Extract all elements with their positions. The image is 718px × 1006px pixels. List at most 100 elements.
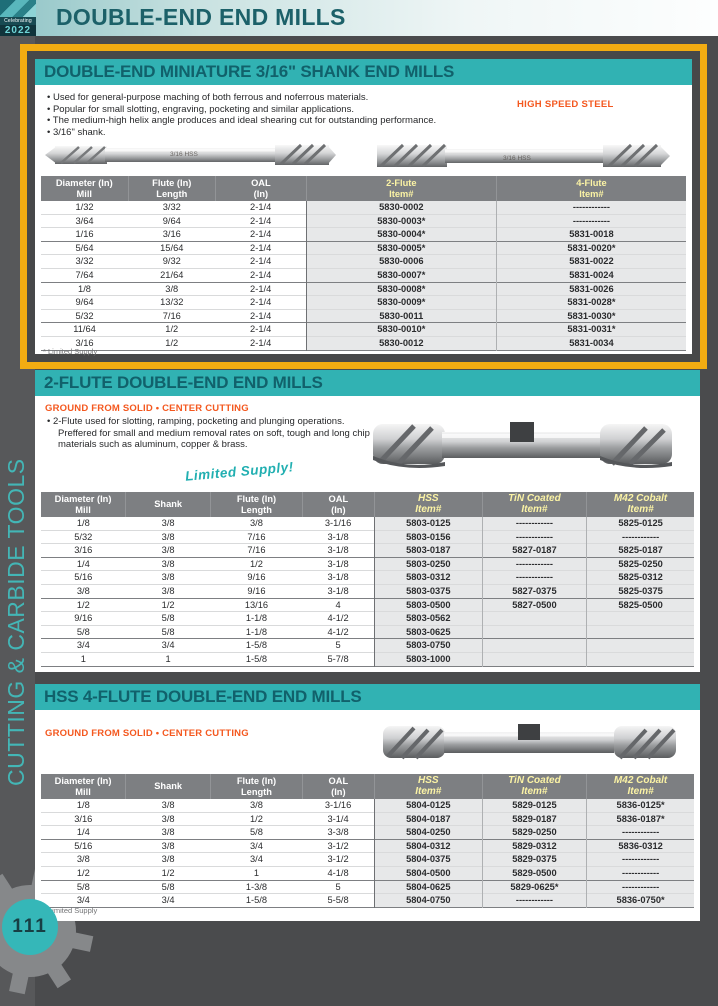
table-cell: 5836-0125* [586, 799, 694, 813]
table-cell [586, 624, 694, 639]
table-row: 1/8 3/8 3/8 3-1/16 5804-0125 5829-0125 5836-01… [41, 799, 694, 813]
table-cell: 5829-0312 [481, 838, 587, 853]
table-cell: 1/2 [41, 865, 126, 881]
table-cell: 1/4 [41, 556, 126, 571]
table-cell: 3/8 [250, 800, 263, 810]
table-cell: 5/16 [41, 570, 126, 585]
table-row: 1 1 1-5/8 5-7/8 5803-1000 [41, 651, 694, 667]
table-cell: 1/4 [41, 825, 126, 840]
table-cell: 3/8 [125, 556, 211, 571]
2flute-end-mills-table: Diameter (In) Mill Shank Flute (In) Length OA… [41, 492, 694, 667]
logo-art [0, 0, 36, 17]
table-cell: ------------ [586, 529, 694, 544]
table-cell: 3/8 [125, 529, 211, 544]
table-cell: 5825-0125 [586, 517, 694, 531]
table-cell: 5831-0024 [495, 267, 686, 283]
table-cell: 21/64 [128, 267, 216, 283]
table-cell: ------------ [481, 893, 587, 908]
table-cell: 3/8 [125, 583, 211, 599]
table-cell [481, 611, 587, 626]
table-cell: 7/16 [128, 308, 216, 323]
table-cell: 1-1/8 [210, 611, 303, 626]
table-cell: 7/64 [41, 267, 129, 283]
section-4flute-end-mills: HSS 4-FLUTE DOUBLE-END END MILLS GROUND … [35, 684, 700, 921]
table-cell: ------------ [495, 213, 686, 228]
table-cell: 5829-0375 [481, 852, 587, 867]
table-cell: 5829-0500 [481, 865, 587, 881]
section1-bullets: Used for general-purpose maching of both… [47, 92, 487, 138]
table-cell: 5804-0250 [373, 825, 483, 840]
table-cell: 3-1/16 [324, 800, 352, 810]
table-cell: 9/64 [128, 213, 216, 228]
table-cell: 5825-0312 [586, 570, 694, 585]
table-row: 3/8 3/8 3/4 3-1/2 5804-0375 5829-0375 --------… [41, 852, 694, 867]
page-title: DOUBLE-END END MILLS [56, 4, 346, 30]
table-cell: 13/32 [128, 295, 216, 310]
table-cell: 5830-0004* [305, 227, 497, 242]
section2-header-bar: 2-FLUTE DOUBLE-END END MILLS [35, 370, 700, 396]
table-cell: 4-1/8 [302, 865, 375, 881]
table-cell: 5803-0500 [373, 597, 483, 612]
table-cell: 5825-0187 [586, 543, 694, 558]
table-cell: 5830-0011 [305, 308, 497, 323]
table-cell: 3/8 [125, 543, 211, 558]
column-header: Shank [125, 492, 211, 517]
table-cell: 5/64 [41, 240, 129, 255]
celebrating-2022-logo: Celebrating 2022 [0, 0, 36, 36]
4flute-end-mills-table: Diameter (In) Mill Shank Flute (In) Length OA… [41, 774, 694, 908]
table-cell [481, 638, 587, 653]
table-cell: 5 [302, 638, 375, 653]
table-row: 5/8 5/8 1-3/8 5 5804-0625 5829-0625* ---------… [41, 879, 694, 894]
table-cell: 13/16 [210, 597, 303, 612]
table-cell: 9/16 [41, 611, 126, 626]
table-cell: 3/16 [41, 811, 126, 826]
column-header: HSS Item# [373, 774, 483, 799]
section3-subtitle: GROUND FROM SOLID • CENTER CUTTING [45, 728, 249, 739]
table-cell [586, 638, 694, 653]
table-cell: 2-1/4 [215, 227, 307, 242]
table-cell: 5825-0250 [586, 556, 694, 571]
section2-subtitle: GROUND FROM SOLID • CENTER CUTTING [45, 403, 249, 414]
table-cell: 1/32 [75, 202, 94, 212]
table-cell: 5-7/8 [302, 651, 375, 667]
table-cell: 5803-0625 [373, 624, 483, 639]
column-header: HSS Item# [373, 492, 483, 517]
table-cell: 3-1/16 [324, 518, 352, 528]
table-cell: 3/8 [125, 825, 211, 840]
table-cell: 3/64 [41, 213, 129, 228]
table-cell: 5/8 [125, 879, 211, 894]
table-cell: 5804-0625 [373, 879, 483, 894]
table-cell: 3/4 [125, 893, 211, 908]
table-cell: 3-1/8 [302, 583, 375, 599]
table-cell: 2-1/4 [215, 335, 307, 351]
footnote: * Limited Supply [43, 906, 98, 915]
table-row: 1/2 1/2 13/16 4 5803-0500 5827-0500 5825-0500 [41, 597, 694, 612]
table-cell: 1/2 [125, 597, 211, 612]
table-cell: 4-1/2 [302, 611, 375, 626]
section1-header-bar: DOUBLE-END MINIATURE 3/16" SHANK END MIL… [35, 59, 692, 85]
table-row: 3/8 3/8 9/16 3-1/8 5803-0375 5827-0375 5825-03… [41, 583, 694, 599]
table-cell: 1-5/8 [210, 638, 303, 653]
table-cell: 3/8 [161, 800, 175, 810]
table-cell: 3/8 [128, 281, 216, 296]
table-cell: 1/16 [41, 227, 129, 242]
table-row: 1/32 3/32 2-1/4 5830-0002 ------------ [41, 201, 686, 215]
table-cell: 5830-0003* [305, 213, 497, 228]
table-cell: 5831-0020* [495, 240, 686, 255]
table-cell: 5803-0156 [373, 529, 483, 544]
table-cell: 5836-0187* [586, 811, 694, 826]
table-row: 11/64 1/2 2-1/4 5830-0010* 5831-0031* [41, 322, 686, 337]
table-cell: 3/8 [125, 852, 211, 867]
table-cell: 5829-0125 [481, 799, 587, 813]
table-cell: 5827-0500 [481, 597, 587, 612]
table-cell: 5803-0375 [373, 583, 483, 599]
table-row: 1/4 3/8 5/8 3-3/8 5804-0250 5829-0250 --------… [41, 825, 694, 840]
table-cell: 5830-0005* [305, 240, 497, 255]
table-cell: 5831-0028* [495, 295, 686, 310]
table-cell: 3/8 [161, 518, 175, 528]
table-cell: 5803-0562 [373, 611, 483, 626]
table-cell: 3/32 [41, 254, 129, 269]
table-cell: ------------ [586, 879, 694, 894]
section1-title: DOUBLE-END MINIATURE 3/16" SHANK END MIL… [44, 62, 455, 81]
